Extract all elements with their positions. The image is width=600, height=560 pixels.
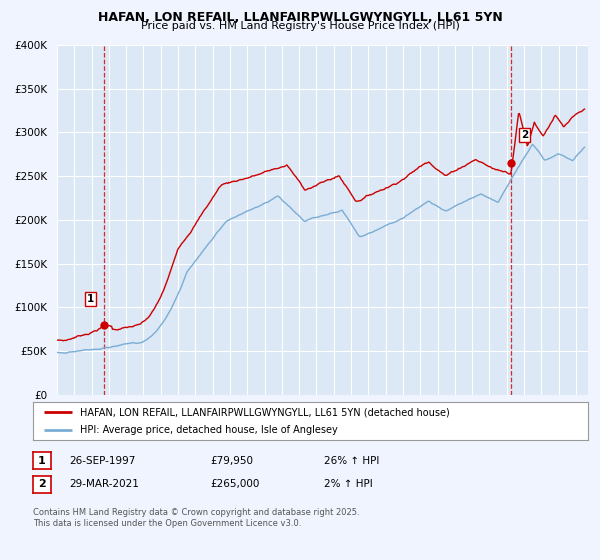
Text: Price paid vs. HM Land Registry's House Price Index (HPI): Price paid vs. HM Land Registry's House … — [140, 21, 460, 31]
Text: 2% ↑ HPI: 2% ↑ HPI — [324, 479, 373, 489]
Text: 26% ↑ HPI: 26% ↑ HPI — [324, 456, 379, 466]
Text: Contains HM Land Registry data © Crown copyright and database right 2025.
This d: Contains HM Land Registry data © Crown c… — [33, 508, 359, 528]
Text: 29-MAR-2021: 29-MAR-2021 — [69, 479, 139, 489]
Text: 2: 2 — [38, 479, 46, 489]
Text: 1: 1 — [87, 293, 94, 304]
Text: HAFAN, LON REFAIL, LLANFAIRPWLLGWYNGYLL, LL61 5YN (detached house): HAFAN, LON REFAIL, LLANFAIRPWLLGWYNGYLL,… — [80, 407, 450, 417]
Text: HPI: Average price, detached house, Isle of Anglesey: HPI: Average price, detached house, Isle… — [80, 425, 338, 435]
Text: HAFAN, LON REFAIL, LLANFAIRPWLLGWYNGYLL, LL61 5YN: HAFAN, LON REFAIL, LLANFAIRPWLLGWYNGYLL,… — [98, 11, 502, 24]
Text: £265,000: £265,000 — [210, 479, 259, 489]
Text: £79,950: £79,950 — [210, 456, 253, 466]
Text: 2: 2 — [521, 130, 529, 140]
Text: 26-SEP-1997: 26-SEP-1997 — [69, 456, 136, 466]
Text: 1: 1 — [38, 456, 46, 466]
